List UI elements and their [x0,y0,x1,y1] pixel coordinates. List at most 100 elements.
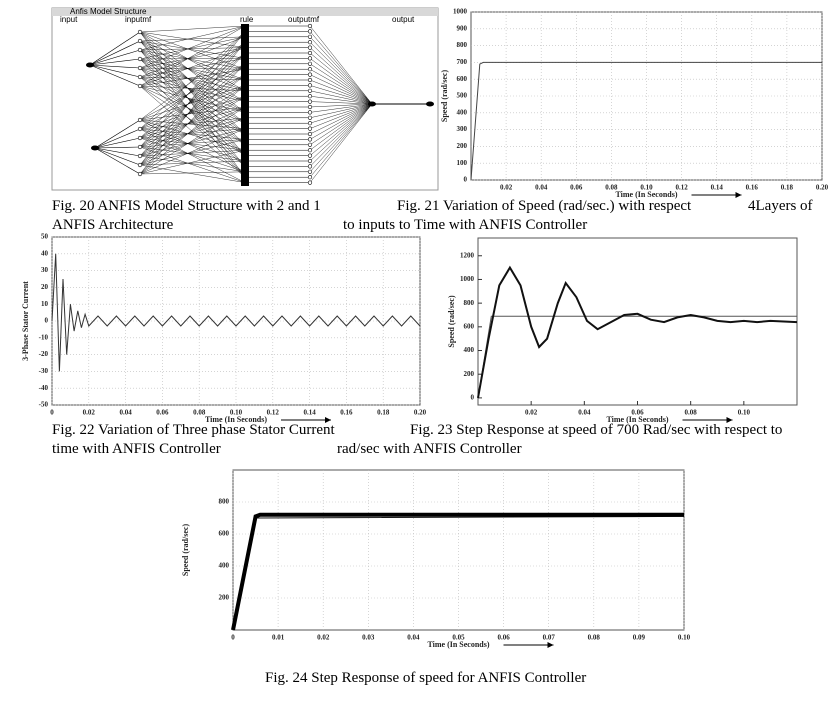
edge [139,49,246,91]
x-tick-label: 0.18 [781,184,794,192]
x-axis-label: Time (In Seconds) [205,415,267,424]
edge [309,31,373,105]
edge [309,101,373,105]
y-tick-label: 200 [219,594,230,602]
edge [309,85,373,105]
edge [139,67,246,178]
edge [139,128,246,140]
y-tick-label: -40 [39,384,49,392]
edge [309,103,373,140]
chart: 0 100 200 300 400 500 600 700 800 900 1000 0.02 0.04… [440,8,829,199]
node [137,144,143,150]
axis-arrow [735,192,742,198]
node [137,171,143,177]
x-tick-label: 0.03 [362,634,375,642]
edge [139,85,246,135]
node [307,131,313,137]
node [307,137,313,142]
edge [309,52,373,105]
y-tick-label: 1200 [460,251,475,259]
node [307,67,313,72]
edge [139,49,246,156]
edge [139,58,246,78]
edge [89,64,141,87]
node [307,34,313,39]
y-tick-label: -20 [39,350,49,358]
x-tick-label: 0.04 [407,634,420,642]
edge [94,119,141,149]
edge [139,117,246,130]
edge [139,74,246,166]
node [307,99,313,104]
node [307,61,313,66]
edge [139,47,246,69]
edge [139,150,246,157]
edge [94,147,141,166]
layer-label: rule [240,15,254,24]
edge [139,76,246,102]
node [137,83,143,89]
edge [139,58,246,167]
edge [309,103,373,145]
node [137,153,143,159]
edge [309,103,373,162]
edge [139,128,246,183]
y-tick-label: 30 [41,266,49,274]
node [307,175,313,180]
x-axis-label: Time (In Seconds) [427,640,489,649]
series-line [477,265,798,399]
y-tick-label: 200 [464,370,475,378]
node [307,104,313,110]
edge [89,49,141,66]
y-tick-label: 20 [41,283,49,291]
node [307,158,313,164]
node [137,117,143,123]
y-tick-label: 10 [41,300,49,308]
edge [139,25,246,87]
node [86,62,94,68]
y-tick-label: 400 [464,346,475,354]
node [307,72,313,77]
edge [139,40,246,59]
axis-arrow [547,642,554,648]
layer-label: input [60,15,78,24]
edge [89,58,141,66]
node [307,164,313,169]
edge [139,146,246,183]
edge [309,58,373,105]
y-axis-label: Speed (rad/sec) [181,524,190,577]
edge [309,103,373,156]
edge [139,40,246,102]
edge [94,137,141,149]
edge [139,139,246,148]
edge [139,69,246,87]
edge [139,85,246,113]
x-tick-label: 0.10 [230,409,243,417]
edge [139,36,246,42]
edge [139,76,246,81]
x-tick-label: 0.04 [119,409,132,417]
node [307,180,313,185]
node [307,110,313,115]
edge [139,49,246,70]
edge [139,67,246,70]
window-title: Anfis Model Structure [70,7,147,16]
node [137,29,143,35]
edge [309,103,373,108]
edge [139,67,246,135]
edge [309,103,373,178]
edge [139,150,246,175]
node [307,169,313,174]
edge [139,31,246,48]
x-tick-label: 0.06 [497,634,510,642]
edge [139,128,246,162]
caption: 4Layers of [748,198,813,214]
node [307,121,313,126]
edge [139,31,246,178]
node [307,29,313,34]
node [307,40,313,45]
y-tick-label: 700 [457,58,468,66]
caption: Fig. 24 Step Response of speed for ANFIS… [265,670,586,686]
node [307,56,313,61]
edge [139,25,246,51]
